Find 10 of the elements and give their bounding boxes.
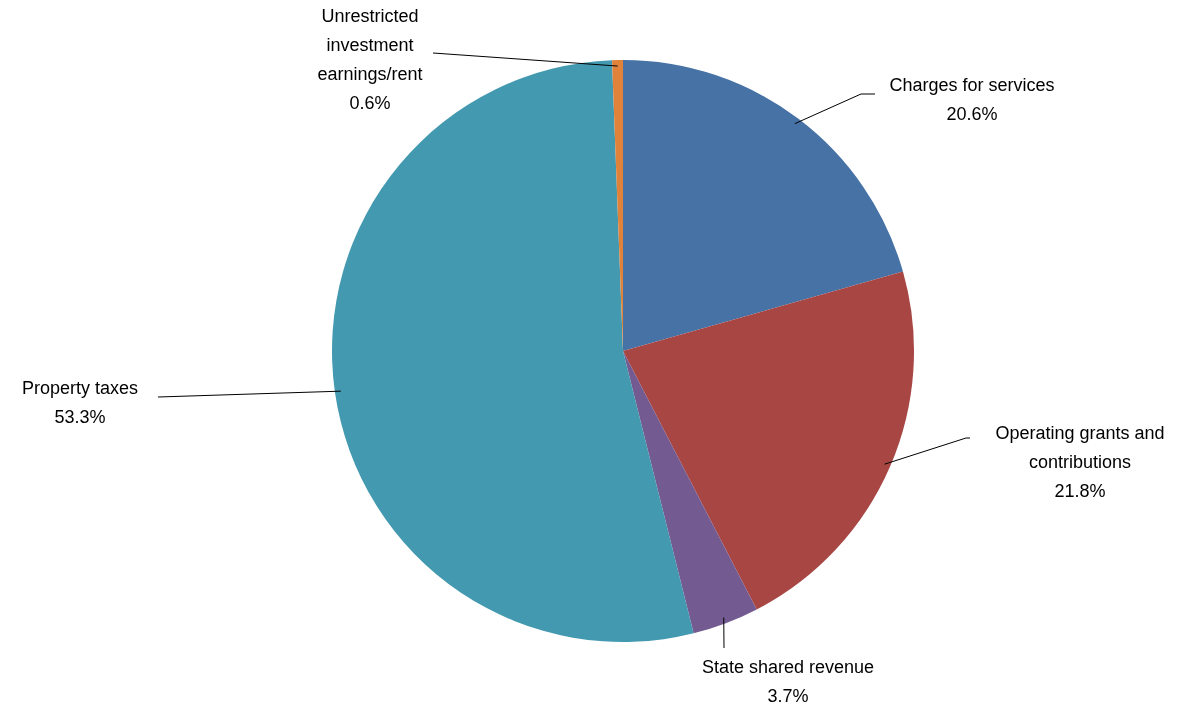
data-label: 21.8% [1054,480,1106,501]
slice-label: Property taxes [21,377,139,398]
data-label: 20.6% [946,103,998,124]
data-label: 0.6% [349,92,391,113]
slice-label: State shared revenue [701,656,875,677]
slice-label: Unrestricted investment earnings/rent [317,5,423,84]
slice-label: Charges for services [889,74,1055,95]
slice-label: Operating grants and contributions [995,422,1165,472]
data-label: 53.3% [54,406,106,427]
data-label: 3.7% [767,685,809,706]
